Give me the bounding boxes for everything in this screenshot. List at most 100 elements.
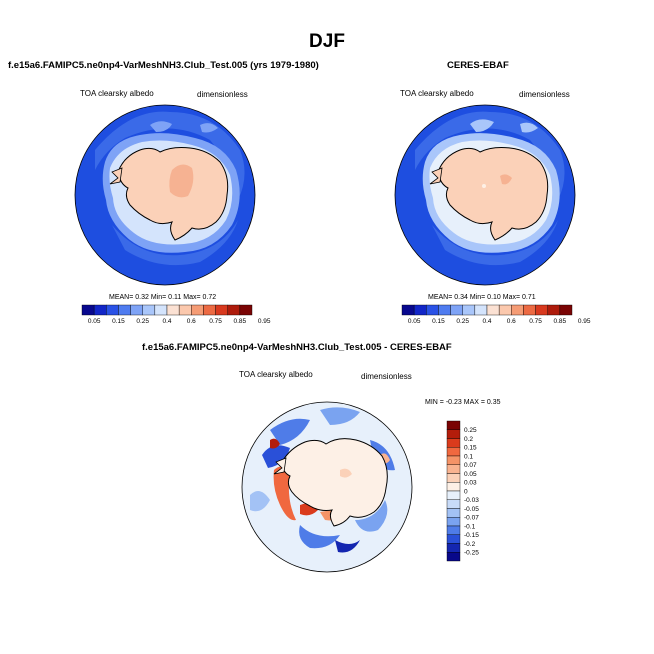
panel-1-colorbar-tick-label: 0.05 [88,318,101,325]
panel-3-peninsula [273,457,287,475]
panel-3-colorbar-tick-label: -0.05 [464,506,479,513]
panel-1-colorbar-swatch [154,304,168,316]
panel-2-colorbar-tick-label: 0.25 [456,318,469,325]
panel-2-ocean-patch [470,119,538,133]
panel-1-min-label: Min= [150,294,167,301]
panel-2-ocean-band [432,220,558,266]
panel-2-colorbar: 0.05 0.15 0.25 0.4 0.6 0.75 0.85 0.95 [401,304,591,325]
page-title: DJF [309,31,345,52]
panel-1-colorbar-tick-label: 0.25 [136,318,149,325]
panel-2-ocean-band [415,111,565,200]
panel-3-colorbar-tick-label: 0.05 [464,471,477,478]
panel-1-colorbar-swatch [81,304,95,316]
panel-2-colorbar-tick-label: 0.6 [507,318,516,325]
panel-2-colorbar-tick-label: 0.75 [529,318,542,325]
panel-2-colorbar-swatch [413,304,427,316]
panel-1-map-border [74,104,256,286]
panel-3-negative-patch [262,445,290,468]
panel-2-colorbar-swatch [462,304,476,316]
panel-3-colorbar-tick-label: 0.15 [464,445,477,452]
panel-1-colorbar-swatch [203,304,216,316]
panel-1-mean-label: MEAN= [109,294,134,301]
panel-1-colorbar-swatch [93,304,107,316]
panel-2-peninsula [429,167,443,185]
panel-2-plateau-high [500,174,512,185]
panel-2-colorbar-tick-label: 0.85 [554,318,567,325]
panel-3-colorbar-swatch [446,534,461,544]
panel-2-colorbar-swatch [547,304,561,316]
panel-2-units-label: dimensionless [519,90,570,99]
panel-1-max-label: Max= [183,294,201,301]
panel-3-colorbar-swatch [446,517,461,527]
panel-3-colorbar-swatch [446,552,461,562]
panel-1-colorbar: 0.05 0.15 0.25 0.4 0.6 0.75 0.85 0.95 [81,304,271,325]
panel-3-colorbar-swatch [446,455,461,465]
panel-2-colorbar-swatch [486,304,500,316]
panel-3-colorbar-tick-label: -0.1 [464,523,476,530]
panel-1-variable-label: TOA clearsky albedo [80,89,154,98]
panel-2-colorbar-tick-label: 0.4 [482,318,491,325]
panel-3-min-value: -0.23 [445,399,462,406]
panel-3-stats: MIN = -0.23 MAX = 0.35 [425,399,501,406]
panel-2-colorbar-swatch [535,304,548,316]
panel-2-max-value: 0.71 [522,294,536,301]
panel-3-map [241,401,413,573]
panel-1-map [74,104,256,286]
panel-3-variable-label: TOA clearsky albedo [239,370,313,379]
panel-3-map-border [241,401,413,573]
panel-2-colorbar-tick-label: 0.05 [408,318,421,325]
panel-1-ocean-band [95,111,245,200]
panel-3-negative-patch [299,525,340,549]
panel-3-positive-patch [270,438,280,449]
panel-2-stats: MEAN= 0.34 Min= 0.10 Max= 0.71 [428,294,536,301]
panel-3-negative-patch [335,540,360,553]
panel-1-units-label: dimensionless [197,90,248,99]
panel-1-ocean-patch [150,121,218,133]
panel-2-title: CERES-EBAF [447,60,509,71]
panel-1-plateau-high [169,164,194,198]
panel-2-map [394,104,576,286]
panel-1-colorbar-swatch [227,304,241,316]
panel-1-mean-value: 0.32 [135,294,149,301]
panel-3-colorbar-tick-label: 0 [464,488,468,495]
panel-3-colorbar-tick-label: 0.2 [464,436,473,443]
panel-3-positive-patch [273,466,296,521]
panel-1-max-value: 0.72 [202,294,217,301]
panel-3-max-label: MAX = [463,399,485,406]
panel-2-colorbar-swatch [498,304,512,316]
panel-3-negative-patch [250,491,270,512]
panel-3-colorbar-swatch [446,543,461,553]
panel-1-colorbar-tick-label: 0.4 [162,318,171,325]
panel-3-colorbar-swatch [446,447,461,457]
panel-3-negative-patch [355,500,388,532]
panel-3-negative-patch [270,418,310,445]
panel-2-variable-label: TOA clearsky albedo [400,89,474,98]
panel-2-colorbar-swatch [426,304,439,316]
panel-3-colorbar-swatch [446,499,461,509]
panel-3-colorbar-tick-label: -0.25 [464,550,479,557]
panel-2-colorbar-swatch [474,304,488,316]
panel-3-colorbar-swatch [446,429,461,439]
panel-3-colorbar: 0.25 0.2 0.150.1 0.07 0.05 0.030 -0.03 -0.05 -0.… [446,420,479,562]
panel-2-colorbar-swatch [450,304,463,316]
panel-2-colorbar-tick-label: 0.95 [578,318,591,325]
panel-3-colorbar-swatch [446,482,461,492]
panel-3-min-label: MIN = [425,399,444,406]
panel-1-colorbar-swatch [191,304,204,316]
panel-3-colorbar-tick-label: -0.03 [464,497,479,504]
panel-1-colorbar-swatch [118,304,131,316]
panel-3-units-label: dimensionless [361,372,412,381]
panel-3-colorbar-swatch [446,473,461,483]
panel-3-colorbar-swatch [446,525,461,535]
panel-2-colorbar-swatch [523,304,536,316]
panel-1-colorbar-swatch [178,304,192,316]
panel-2-min-label: Min= [469,294,486,301]
panel-3-colorbar-tick-label: 0.1 [464,453,473,460]
panel-2-colorbar-swatch [401,304,415,316]
panel-2-min-value: 0.10 [487,294,501,301]
panel-3-title: f.e15a6.FAMIPC5.ne0np4-VarMeshNH3.Club_T… [142,342,452,353]
panel-1-colorbar-swatch [142,304,156,316]
panel-3-colorbar-swatch [446,438,461,448]
panel-2-pole-point [482,184,486,188]
